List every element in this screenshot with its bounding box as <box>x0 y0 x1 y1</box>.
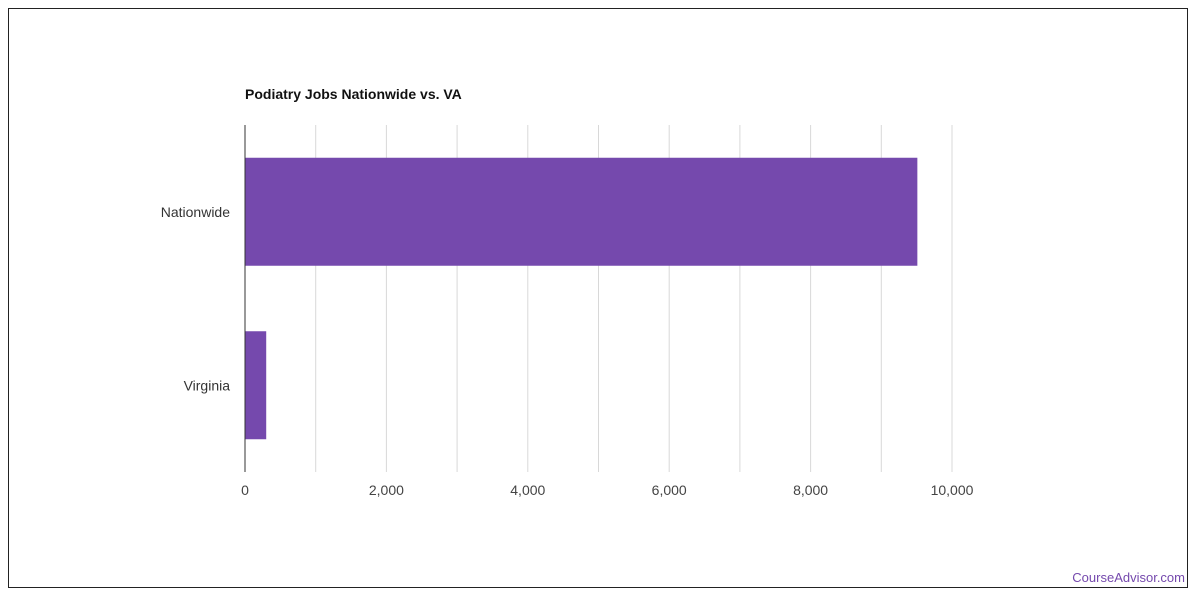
x-tick-labels: 0 2,000 4,000 6,000 8,000 10,000 <box>241 482 974 498</box>
category-label-virginia: Virginia <box>184 377 231 393</box>
x-tick-label: 4,000 <box>510 482 545 498</box>
category-labels: Nationwide Virginia <box>161 204 230 394</box>
category-label-nationwide: Nationwide <box>161 204 230 220</box>
bar-nationwide[interactable] <box>245 157 918 266</box>
chart-title: Podiatry Jobs Nationwide vs. VA <box>245 86 462 102</box>
x-tick-label: 10,000 <box>931 482 974 498</box>
source-credit[interactable]: CourseAdvisor.com <box>1072 570 1185 585</box>
x-tick-label: 0 <box>241 482 249 498</box>
x-tick-label: 6,000 <box>652 482 687 498</box>
x-tick-label: 2,000 <box>369 482 404 498</box>
bar-virginia[interactable] <box>245 331 267 440</box>
x-tick-label: 8,000 <box>793 482 828 498</box>
bars <box>245 157 918 440</box>
